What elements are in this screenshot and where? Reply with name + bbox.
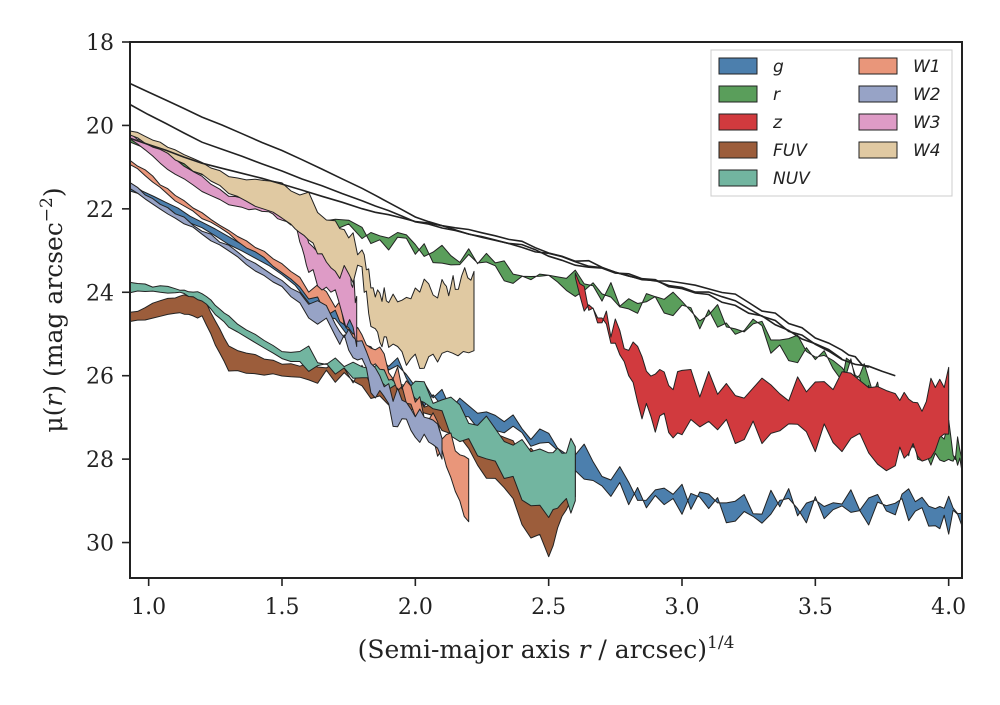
y-tick-label: 26: [86, 365, 114, 390]
legend-label-w1: W1: [913, 57, 941, 77]
x-tick-label: 3.5: [798, 595, 833, 620]
legend-swatch-w1: [858, 57, 898, 75]
y-tick-label: 20: [86, 114, 114, 139]
legend-swatch-w2: [858, 85, 898, 103]
profile-line-2: [129, 103, 843, 360]
y-tick-label: 18: [86, 31, 114, 56]
line-layer: [129, 82, 896, 377]
y-axis-label: μ(r) (mag arcsec−2): [37, 187, 68, 432]
x-tick-label: 1.0: [131, 595, 166, 620]
band-w1: [129, 159, 470, 523]
y-tick-label: 24: [86, 281, 114, 306]
x-ticks: 1.0 1.5 2.0 2.5 3.0 3.5 4.0: [131, 578, 966, 620]
legend-swatch-nuv: [718, 169, 758, 187]
x-axis-label: (Semi-major axis r / arcsec)1/4: [358, 633, 735, 664]
y-tick-label: 28: [86, 448, 114, 473]
x-tick-label: 1.5: [265, 595, 300, 620]
legend-label-g: g: [773, 57, 784, 77]
legend-label-w3: W3: [913, 113, 941, 133]
legend-swatch-g: [718, 57, 758, 75]
x-tick-label: 2.5: [531, 595, 566, 620]
legend-label-w2: W2: [913, 85, 941, 105]
band-z: [574, 272, 950, 472]
legend-label-nuv: NUV: [773, 169, 811, 189]
x-tick-label: 4.0: [931, 595, 966, 620]
legend-swatch-r: [718, 85, 758, 103]
x-tick-label: 3.0: [665, 595, 700, 620]
legend-label-w4: W4: [913, 141, 941, 161]
area-layer: [129, 130, 963, 558]
band-nuv: [129, 281, 576, 518]
legend-swatch-w3: [858, 113, 898, 131]
legend-label-z: z: [772, 113, 783, 133]
legend: grz FUV NUV W1 W2 W3 W4: [710, 49, 953, 197]
legend-swatch-w4: [858, 141, 898, 159]
y-tick-label: 30: [86, 532, 114, 557]
legend-label-r: r: [773, 85, 781, 105]
profile-line-3: [129, 137, 896, 377]
y-tick-label: 22: [86, 198, 114, 223]
x-tick-label: 2.0: [398, 595, 433, 620]
legend-label-fuv: FUV: [773, 141, 808, 161]
legend-swatch-z: [718, 113, 758, 131]
y-ticks: 18 20 22 24 26 28 30: [86, 31, 130, 557]
legend-swatch-fuv: [718, 141, 758, 159]
band-w4: [129, 130, 475, 369]
band-w2: [129, 182, 443, 460]
plot-frame: [129, 41, 963, 579]
